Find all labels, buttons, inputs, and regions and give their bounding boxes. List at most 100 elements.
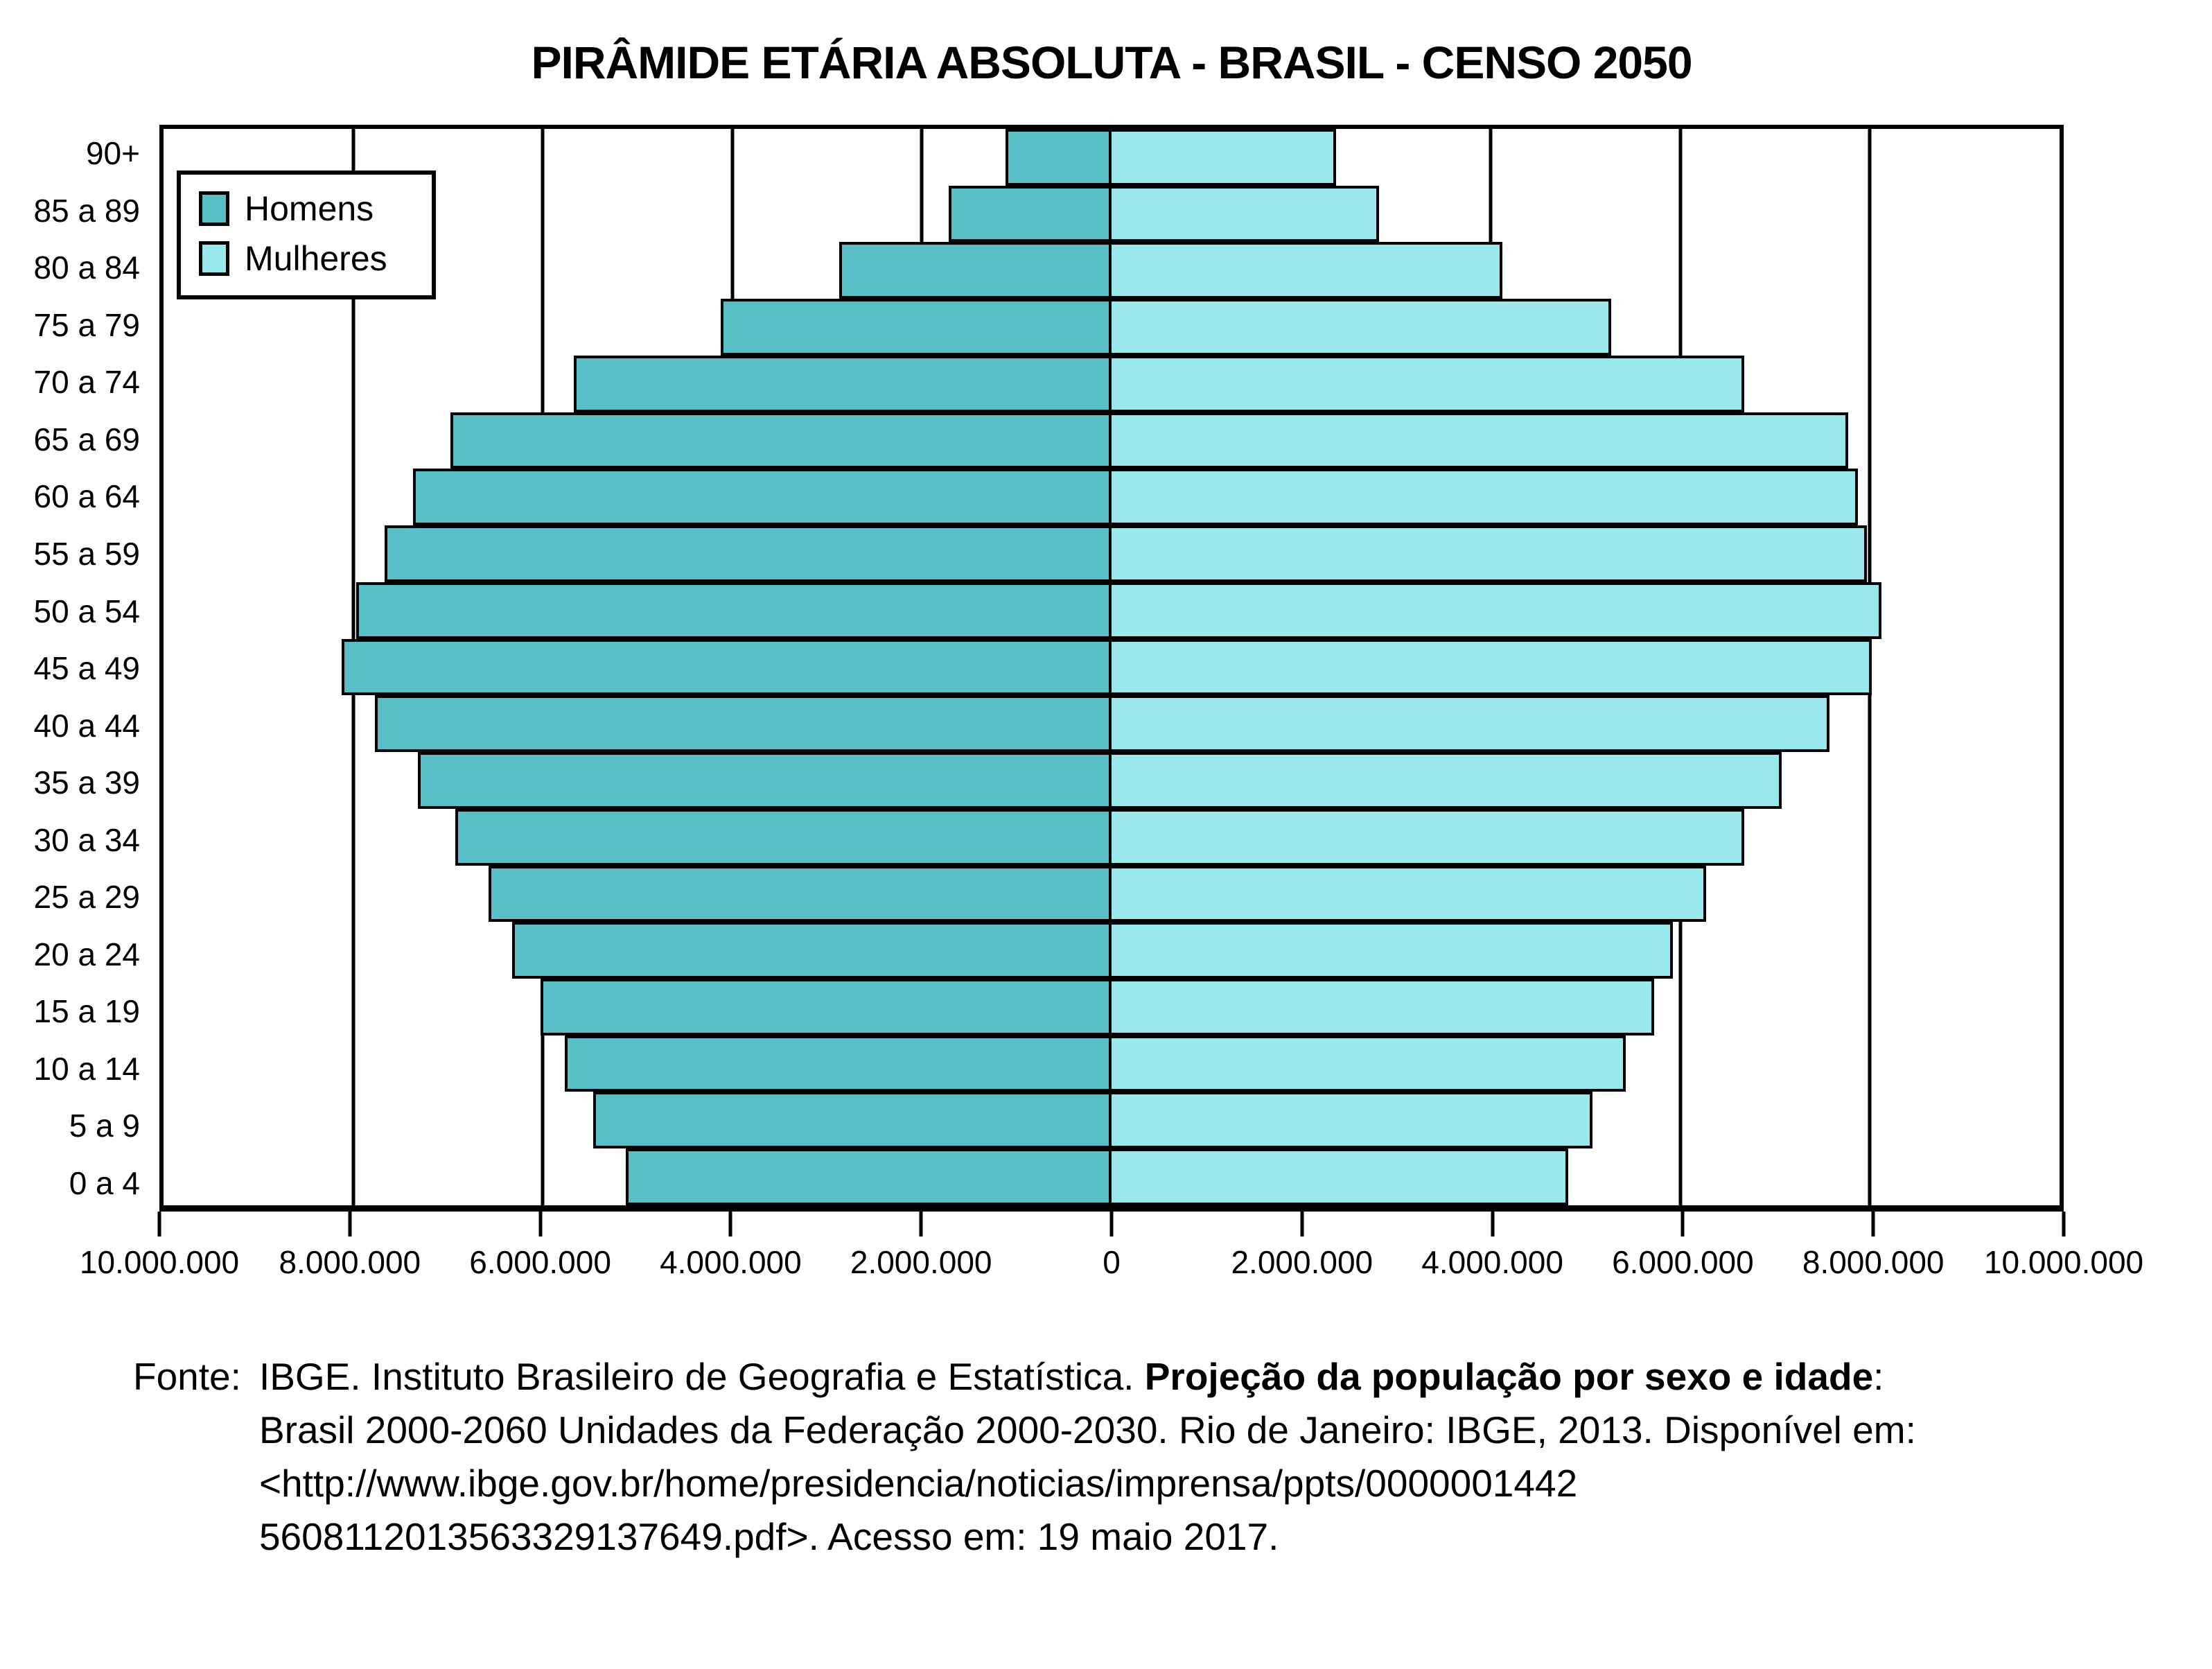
y-axis-label: 40 a 44 bbox=[33, 707, 140, 744]
source-line-1-text: IBGE. Instituto Brasileiro de Geografia … bbox=[258, 1355, 1145, 1398]
homens-bar bbox=[374, 695, 1114, 753]
mulheres-bar bbox=[1109, 695, 1829, 753]
y-axis-label: 75 a 79 bbox=[33, 306, 140, 343]
homens-swatch bbox=[199, 191, 229, 226]
homens-bar bbox=[417, 752, 1114, 809]
y-axis-label: 10 a 14 bbox=[33, 1050, 140, 1087]
source-line-1: IBGE. Instituto Brasileiro de Geografia … bbox=[259, 1350, 2129, 1404]
pyramid-row bbox=[164, 355, 2060, 412]
mulheres-bar bbox=[1109, 1035, 1626, 1092]
source-line-3: <http://www.ibge.gov.br/home/presidencia… bbox=[258, 1462, 1578, 1505]
y-axis-label: 25 a 29 bbox=[33, 879, 140, 916]
x-axis-label: 10.000.000 bbox=[79, 1244, 240, 1280]
legend-item-homens: Homens bbox=[199, 189, 387, 229]
x-axis-label: 0 bbox=[1103, 1244, 1121, 1280]
source-line-2: Brasil 2000-2060 Unidades da Federação 2… bbox=[258, 1408, 1916, 1451]
x-tick bbox=[1300, 1212, 1304, 1237]
y-axis-label: 45 a 49 bbox=[33, 650, 140, 687]
pyramid-row bbox=[164, 979, 2060, 1036]
homens-bar bbox=[342, 638, 1114, 696]
legend: Homens Mulheres bbox=[177, 171, 436, 299]
x-tick bbox=[538, 1212, 543, 1237]
y-axis-label: 60 a 64 bbox=[33, 478, 140, 515]
y-axis-label: 5 a 9 bbox=[69, 1108, 140, 1144]
pyramid-row bbox=[164, 922, 2060, 979]
mulheres-bar bbox=[1109, 922, 1673, 979]
homens-bar bbox=[455, 808, 1114, 866]
source-label: Fonte: bbox=[133, 1355, 241, 1398]
mulheres-bar bbox=[1109, 638, 1872, 696]
homens-bar bbox=[512, 922, 1114, 979]
homens-bar bbox=[626, 1148, 1114, 1205]
x-tick bbox=[1871, 1212, 1875, 1237]
y-axis-label: 0 a 4 bbox=[69, 1164, 140, 1201]
source-note: Fonte: IBGE. Instituto Brasileiro de Geo… bbox=[133, 1350, 2129, 1564]
homens-bar bbox=[384, 525, 1114, 582]
y-axis-label: 15 a 19 bbox=[33, 993, 140, 1030]
x-axis-label: 6.000.000 bbox=[469, 1244, 611, 1280]
y-axis-label: 90+ bbox=[85, 135, 140, 172]
homens-bar bbox=[450, 412, 1114, 469]
homens-bar bbox=[356, 582, 1114, 639]
y-axis-label: 20 a 24 bbox=[33, 936, 140, 972]
mulheres-bar bbox=[1109, 582, 1881, 639]
x-axis: 10.000.000 8.000.000 6.000.000 4.000.000 2.0… bbox=[80, 1212, 2143, 1309]
y-axis-label: 80 a 84 bbox=[33, 250, 140, 286]
pyramid-row bbox=[164, 582, 2060, 639]
chart-title: PIRÂMIDE ETÁRIA ABSOLUTA - BRASIL - CENS… bbox=[531, 37, 1692, 88]
x-axis-label: 6.000.000 bbox=[1612, 1244, 1754, 1280]
x-axis-label: 10.000.000 bbox=[1983, 1244, 2144, 1280]
x-tick bbox=[1109, 1212, 1114, 1237]
pyramid-row bbox=[164, 412, 2060, 469]
y-axis-label: 70 a 74 bbox=[33, 364, 140, 401]
x-axis-label: 4.000.000 bbox=[1421, 1244, 1563, 1280]
x-axis-label: 8.000.000 bbox=[279, 1244, 421, 1280]
x-tick bbox=[1680, 1212, 1685, 1237]
mulheres-bar bbox=[1109, 242, 1502, 299]
homens-bar bbox=[541, 979, 1114, 1036]
pyramid-row bbox=[164, 1148, 2060, 1205]
homens-bar bbox=[574, 355, 1114, 412]
homens-bar bbox=[839, 242, 1114, 299]
x-tick bbox=[919, 1212, 923, 1237]
x-tick bbox=[2062, 1212, 2066, 1237]
source-text: IBGE. Instituto Brasileiro de Geografia … bbox=[259, 1350, 2129, 1564]
pyramid-row bbox=[164, 695, 2060, 753]
legend-label-mulheres: Mulheres bbox=[245, 239, 387, 278]
source-line-1-colon: : bbox=[1873, 1355, 1884, 1398]
homens-bar bbox=[592, 1092, 1114, 1149]
homens-bar bbox=[1005, 129, 1114, 186]
x-tick bbox=[728, 1212, 732, 1237]
x-axis-label: 2.000.000 bbox=[850, 1244, 992, 1280]
pyramid-row bbox=[164, 129, 2060, 186]
mulheres-bar bbox=[1109, 412, 1849, 469]
homens-bar bbox=[489, 865, 1114, 923]
mulheres-swatch bbox=[199, 241, 229, 276]
homens-bar bbox=[412, 469, 1114, 526]
pyramid-row bbox=[164, 299, 2060, 356]
y-axis-labels: 90+ 85 a 89 80 a 84 75 a 79 70 a 74 65 a 69 60… bbox=[0, 125, 150, 1212]
pyramid-row bbox=[164, 808, 2060, 866]
legend-label-homens: Homens bbox=[245, 189, 374, 228]
mulheres-bar bbox=[1109, 525, 1868, 582]
mulheres-bar bbox=[1109, 299, 1612, 356]
mulheres-bar bbox=[1109, 1148, 1569, 1205]
plot-area bbox=[159, 125, 2064, 1212]
y-axis-label: 35 a 39 bbox=[33, 764, 140, 801]
y-axis-label: 65 a 69 bbox=[33, 421, 140, 457]
x-axis-label: 2.000.000 bbox=[1231, 1244, 1373, 1280]
bars-container bbox=[164, 129, 2060, 1205]
pyramid-row bbox=[164, 242, 2060, 299]
homens-bar bbox=[564, 1035, 1114, 1092]
mulheres-bar bbox=[1109, 979, 1654, 1036]
y-axis-label: 30 a 34 bbox=[33, 821, 140, 858]
x-tick bbox=[1491, 1212, 1495, 1237]
mulheres-bar bbox=[1109, 469, 1858, 526]
pyramid-row bbox=[164, 1035, 2060, 1092]
mulheres-bar bbox=[1109, 185, 1379, 243]
x-axis-label: 8.000.000 bbox=[1802, 1244, 1945, 1280]
x-axis-label: 4.000.000 bbox=[660, 1244, 802, 1280]
source-line-4: 5608112013563329137649.pdf>. Acesso em: … bbox=[258, 1515, 1279, 1558]
x-tick bbox=[348, 1212, 352, 1237]
y-axis-label: 85 a 89 bbox=[33, 192, 140, 229]
